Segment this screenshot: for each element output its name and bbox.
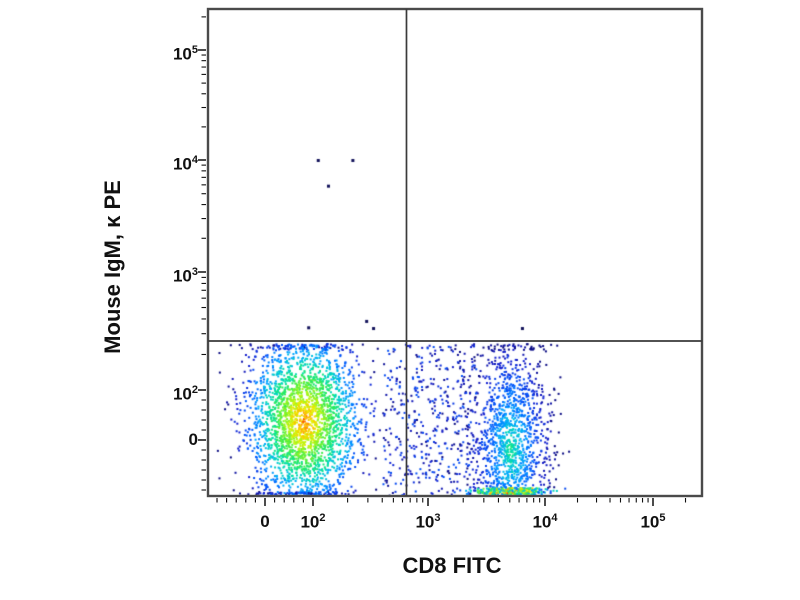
y-axis-title: Mouse IgM, κ PE bbox=[100, 180, 125, 354]
y-tick-label: 103 bbox=[172, 266, 198, 286]
y-tick-label: 102 bbox=[172, 384, 198, 404]
x-tick-label: 0 bbox=[260, 512, 270, 531]
y-tick-label: 104 bbox=[172, 154, 198, 174]
scatter-dots-canvas bbox=[209, 10, 702, 496]
x-tick-label: 102 bbox=[300, 512, 326, 532]
x-tick-label: 104 bbox=[532, 512, 558, 532]
y-tick-label: 0 bbox=[188, 430, 198, 449]
y-tick-label: 105 bbox=[172, 44, 198, 64]
x-tick-label: 103 bbox=[415, 512, 441, 532]
x-axis-title: CD8 FITC bbox=[402, 553, 502, 578]
x-tick-label: 105 bbox=[640, 512, 666, 532]
